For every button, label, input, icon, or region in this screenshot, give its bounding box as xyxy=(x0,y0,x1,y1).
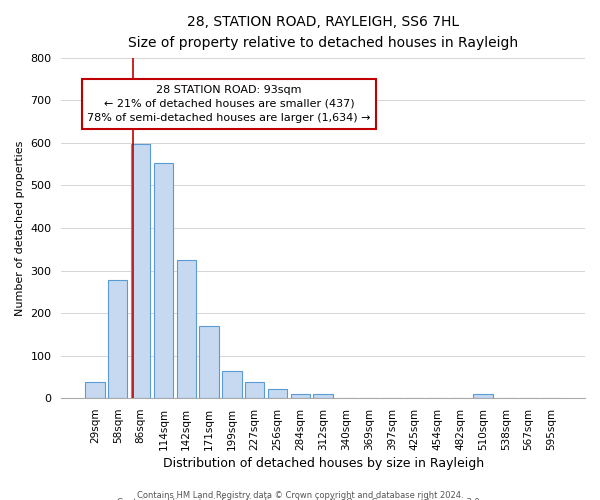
Bar xyxy=(85,382,104,398)
Bar xyxy=(108,280,127,398)
Title: 28, STATION ROAD, RAYLEIGH, SS6 7HL
Size of property relative to detached houses: 28, STATION ROAD, RAYLEIGH, SS6 7HL Size… xyxy=(128,15,518,50)
Bar xyxy=(222,372,242,398)
Bar xyxy=(199,326,219,398)
Bar xyxy=(290,394,310,398)
Bar xyxy=(176,260,196,398)
Bar xyxy=(154,164,173,398)
Bar xyxy=(313,394,333,398)
Y-axis label: Number of detached properties: Number of detached properties xyxy=(15,140,25,316)
Text: 28 STATION ROAD: 93sqm
← 21% of detached houses are smaller (437)
78% of semi-de: 28 STATION ROAD: 93sqm ← 21% of detached… xyxy=(87,85,371,123)
Text: Contains HM Land Registry data © Crown copyright and database right 2024.: Contains HM Land Registry data © Crown c… xyxy=(137,490,463,500)
Bar xyxy=(245,382,265,398)
Bar xyxy=(473,394,493,398)
Bar xyxy=(131,144,150,398)
Bar xyxy=(268,389,287,398)
Text: Contains public sector information licensed under the Open Government Licence v3: Contains public sector information licen… xyxy=(118,498,482,500)
X-axis label: Distribution of detached houses by size in Rayleigh: Distribution of detached houses by size … xyxy=(163,457,484,470)
